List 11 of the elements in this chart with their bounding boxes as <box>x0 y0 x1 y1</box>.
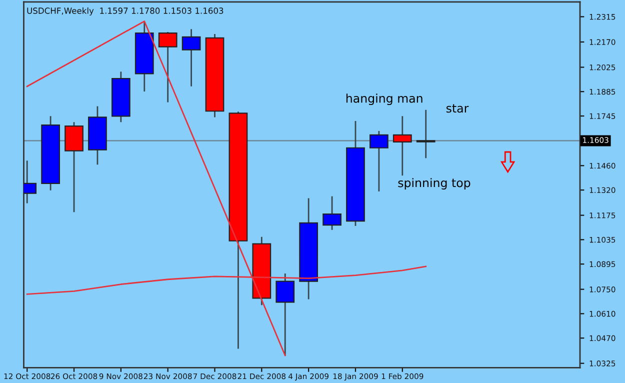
annotation: star <box>446 104 469 113</box>
candlestick <box>158 31 178 103</box>
annotation: hanging man <box>346 94 422 106</box>
candlestick <box>276 272 295 356</box>
candlestick <box>322 196 342 231</box>
candlestick <box>392 115 412 176</box>
candlestick <box>182 28 201 88</box>
text: USDCHF,Weekly 1.1597 1.1780 1.1503 1.1603 <box>27 7 224 16</box>
candlestick <box>370 130 388 192</box>
candlestick <box>416 109 436 159</box>
annotation: spinning top <box>398 178 470 190</box>
